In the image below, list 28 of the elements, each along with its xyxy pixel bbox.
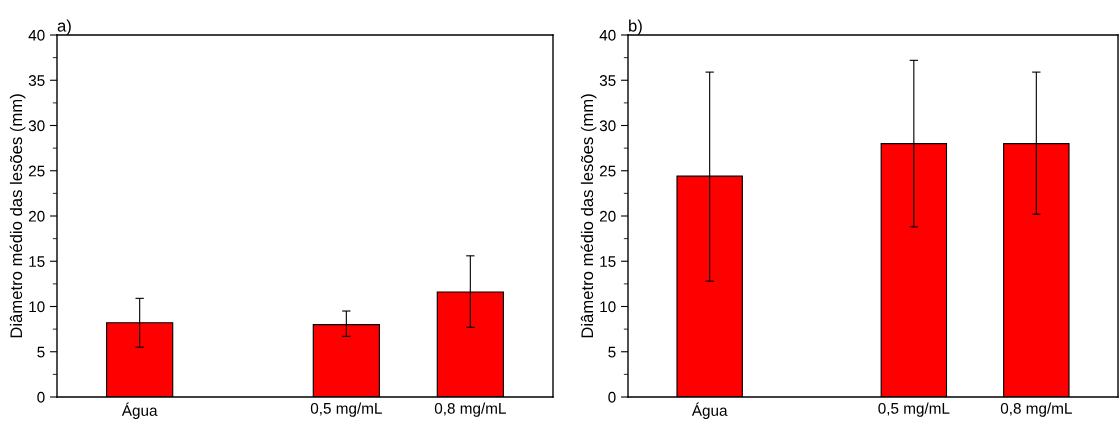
- chart-title: a): [57, 19, 71, 35]
- y-tick-label: 30: [28, 120, 45, 132]
- x-tick-label: 0,5 mg/mL: [878, 402, 950, 417]
- chart-title: b): [629, 19, 642, 35]
- y-axis-title: Diâmetro médio das lesões (mm): [580, 94, 597, 338]
- y-tick-label: 25: [599, 165, 616, 177]
- x-tick-label: Água: [121, 402, 158, 419]
- y-tick-label: 40: [28, 29, 45, 41]
- y-tick-label: 15: [29, 256, 45, 267]
- y-tick-label: 20: [28, 210, 45, 222]
- x-tick-label: 0,5 mg/mL: [310, 402, 382, 417]
- y-tick-label: 30: [599, 120, 616, 132]
- y-tick-label: 10: [600, 301, 616, 313]
- y-tick-label: 20: [599, 210, 616, 222]
- y-tick-label: 0: [608, 391, 616, 403]
- y-tick-label: 35: [599, 75, 616, 86]
- y-tick-label: 0: [37, 391, 45, 403]
- y-tick-label: 40: [599, 29, 616, 41]
- y-tick-label: 15: [600, 256, 616, 267]
- y-tick-label: 10: [29, 301, 45, 313]
- x-tick-label: Água: [691, 402, 728, 419]
- x-tick-label: 0,8 mg/mL: [1000, 402, 1072, 417]
- y-tick-label: 35: [28, 75, 45, 86]
- x-tick-label: 0,8 mg/mL: [434, 402, 506, 417]
- y-axis-title: Diâmetro médio das lesões (mm): [9, 94, 26, 338]
- y-tick-label: 25: [28, 165, 45, 177]
- y-tick-label: 5: [37, 346, 45, 358]
- y-tick-label: 5: [608, 346, 616, 358]
